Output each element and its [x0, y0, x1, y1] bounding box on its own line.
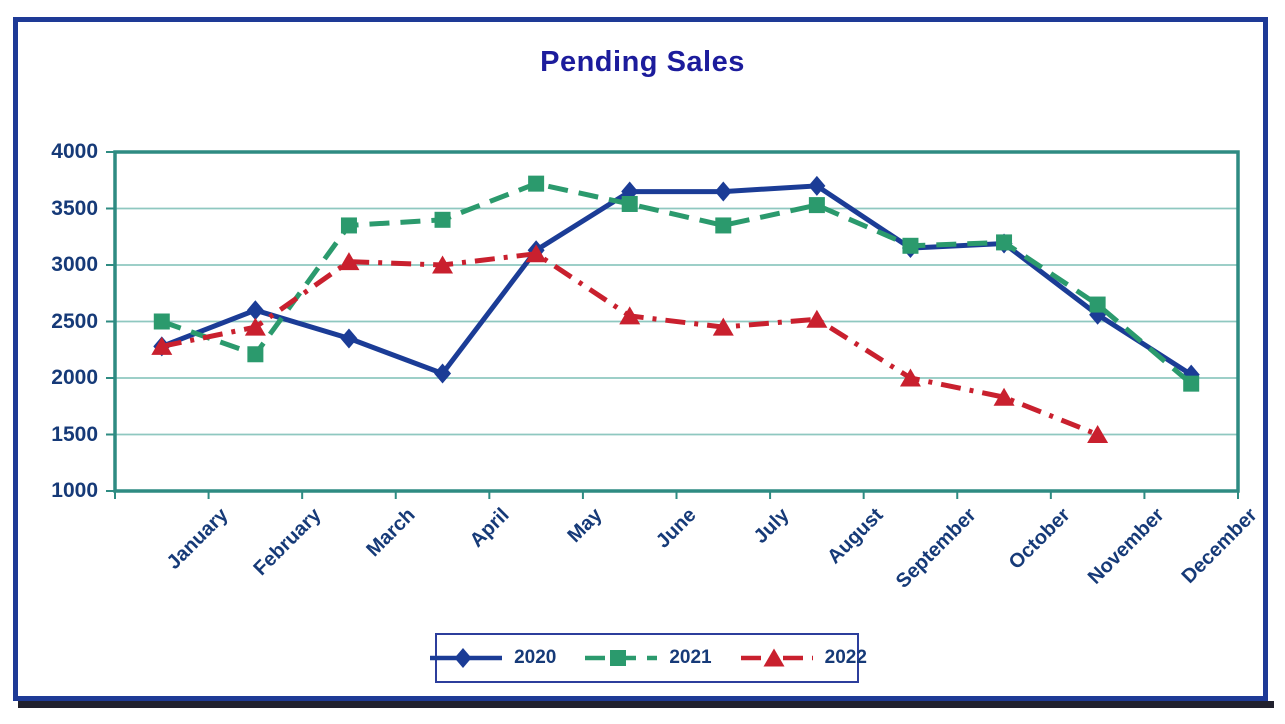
y-axis-label: 4000	[51, 140, 98, 163]
y-axis-label: 1000	[51, 479, 98, 502]
y-axis-label: 3500	[51, 196, 98, 220]
y-axis-label: 3000	[51, 253, 98, 276]
legend-sample-2021-icon	[585, 650, 658, 666]
legend-sample-2022-icon	[740, 648, 813, 667]
legend-label-2021: 2021	[669, 647, 712, 668]
legend-label-2022: 2022	[824, 647, 867, 668]
legend: 2020 2021 2022	[430, 633, 867, 683]
chart-frame	[13, 17, 1274, 708]
y-axis-label: 2000	[51, 366, 98, 389]
series-2021	[153, 175, 1200, 392]
legend-entry-2021: 2021	[582, 647, 712, 669]
series-2022	[151, 244, 1109, 443]
legend-label-2020: 2020	[514, 647, 557, 668]
chart-title: Pending Sales	[540, 46, 745, 78]
legend-entry-2020: 2020	[427, 647, 556, 669]
y-axis-label: 1500	[51, 422, 98, 446]
y-axis-label: 2500	[51, 309, 98, 333]
legend-sample-2020-icon	[430, 648, 503, 668]
legend-entry-2022: 2022	[738, 647, 867, 669]
